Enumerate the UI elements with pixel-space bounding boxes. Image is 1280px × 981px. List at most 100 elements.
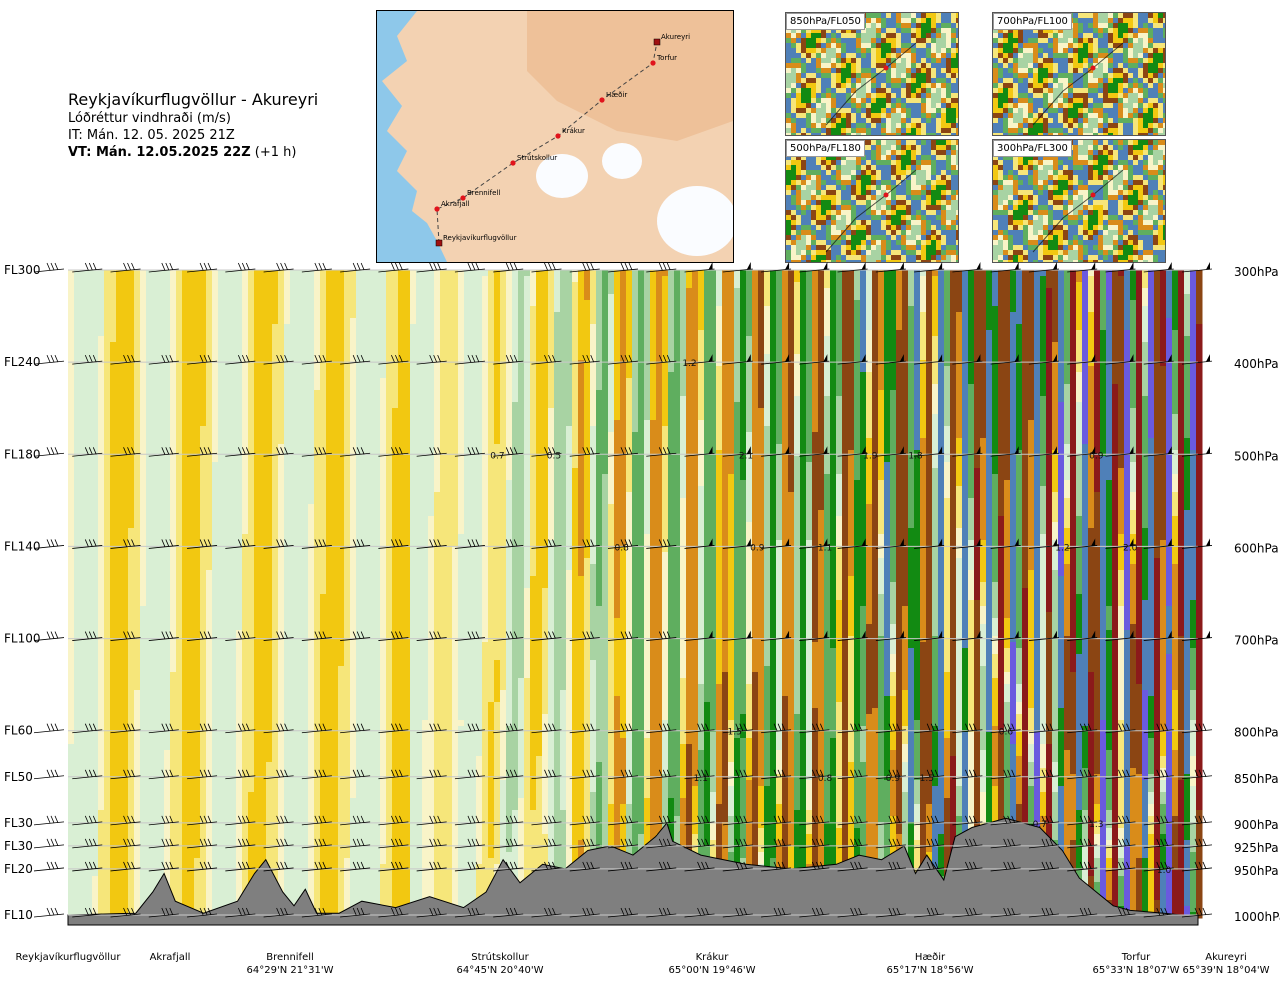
value-label: 1.2 <box>1055 543 1069 553</box>
pressure-label: 400hPa <box>1234 357 1279 371</box>
flight-level-label: FL60 <box>4 724 33 738</box>
valid-offset: (+1 h) <box>255 145 297 160</box>
thumbnail-label: 500hPa/FL180 <box>786 140 865 157</box>
value-label: 0.7 <box>1033 820 1047 830</box>
pressure-label: 600hPa <box>1234 541 1279 555</box>
waypoint-marker <box>1090 65 1096 71</box>
value-label: 0.6 <box>999 728 1014 738</box>
waypoint-label: Brennifell <box>467 189 500 197</box>
thumbnail-300hpa[interactable]: 300hPa/FL300 <box>992 139 1166 263</box>
thumbnail-500hpa[interactable]: 500hPa/FL180 <box>785 139 959 263</box>
waypoint-marker[interactable] <box>555 133 561 139</box>
value-label: 0.5 <box>547 451 561 461</box>
value-label: 0.8 <box>615 543 630 553</box>
value-label: 1.0 <box>1157 866 1172 876</box>
value-label: 0.9 <box>1089 451 1104 461</box>
waypoint-marker[interactable] <box>599 97 605 103</box>
waypoint-marker[interactable] <box>650 60 656 66</box>
wind-barb-row <box>33 354 1213 365</box>
flight-level-label: FL180 <box>4 447 41 461</box>
value-label: 1.1 <box>818 543 832 553</box>
chart-title: Reykjavíkurflugvöllur - Akureyri <box>68 90 318 110</box>
waypoint-marker[interactable] <box>510 160 516 166</box>
wind-barb-row <box>33 838 1213 849</box>
thumbnail-field <box>786 13 958 135</box>
location-coord: 64°29'N 21°31'W <box>247 965 334 976</box>
location-coord: 65°17'N 18°56'W <box>887 965 974 976</box>
pressure-label: 1000hPa <box>1234 910 1280 924</box>
route-line <box>825 169 917 253</box>
value-label: 1.2 <box>682 359 696 369</box>
waypoint-marker[interactable] <box>460 195 466 201</box>
location-coord: 65°00'N 19°46'W <box>669 965 756 976</box>
thumbnail-field <box>993 140 1165 262</box>
location-name: Akureyri <box>1205 952 1247 963</box>
wind-barb-row <box>33 907 1213 918</box>
glacier <box>657 186 733 256</box>
thumbnail-field <box>786 140 958 262</box>
wind-barb-row <box>33 630 1213 641</box>
route-line <box>1032 169 1124 253</box>
value-label: 1.3 <box>1089 820 1103 830</box>
terrain <box>67 817 1199 926</box>
location-name: Torfur <box>1121 952 1151 963</box>
cross-section-chart: FL300 300hPa FL240 400hPa FL180 500hPa FL140 60… <box>4 262 1280 976</box>
waypoint-marker <box>883 65 889 71</box>
pressure-label: 925hPa <box>1234 841 1279 855</box>
value-label: 1.5 <box>920 774 934 784</box>
location-name: Brennifell <box>266 952 314 963</box>
location-coord: 65°39'N 18°04'W <box>1183 965 1270 976</box>
value-label: 2.0 <box>1123 543 1138 553</box>
airport-marker[interactable] <box>653 38 661 46</box>
waypoint-label: Akureyri <box>661 33 690 41</box>
thumbnail-map <box>786 140 958 262</box>
chart-header: Reykjavíkurflugvöllur - Akureyri Lóðrétt… <box>68 90 318 161</box>
waypoint-marker <box>883 192 889 198</box>
issue-time: IT: Mán. 12. 05. 2025 21Z <box>68 127 318 144</box>
location-name: Akrafjall <box>150 952 191 963</box>
pressure-label: 300hPa <box>1234 265 1279 279</box>
pressure-label: 800hPa <box>1234 726 1279 740</box>
value-label: 1.1 <box>694 774 708 784</box>
valid-time: VT: Mán. 12.05.2025 22Z <box>68 145 251 160</box>
glacier <box>602 143 642 179</box>
wind-barb-row <box>33 815 1213 826</box>
value-label: 0.7 <box>490 451 504 461</box>
thumbnail-700hpa[interactable]: 700hPa/FL100 <box>992 12 1166 136</box>
pressure-label: 950hPa <box>1234 864 1279 878</box>
value-label: 1.9 <box>863 451 878 461</box>
thumbnail-label: 850hPa/FL050 <box>786 13 865 30</box>
location-name: Reykjavíkurflugvöllur <box>16 951 122 963</box>
wind-barb-row <box>33 446 1213 457</box>
value-label: 1.8 <box>908 451 923 461</box>
chart-subtitle: Lóðréttur vindhraði (m/s) <box>68 110 318 127</box>
route-line <box>1032 42 1124 126</box>
wind-barb-row <box>33 262 1213 273</box>
wind-barb-row <box>33 538 1213 549</box>
waypoint-label: Akrafjall <box>441 200 470 208</box>
location-name: Krákur <box>696 951 730 963</box>
flight-level-label: FL140 <box>4 539 41 553</box>
thumbnail-850hpa[interactable]: 850hPa/FL050 <box>785 12 959 136</box>
flight-level-label: FL300 <box>4 263 41 277</box>
route-map-svg: Reykjavíkurflugvöllur Akrafjall Brennifell… <box>382 11 733 262</box>
value-label: 2.1 <box>739 451 753 461</box>
waypoint-marker[interactable] <box>434 206 440 212</box>
pressure-label: 500hPa <box>1234 449 1279 463</box>
thumbnail-map <box>993 140 1165 262</box>
waypoint-label: Strútskollur <box>517 154 557 162</box>
highland <box>527 11 733 141</box>
value-label: 0.8 <box>818 774 833 784</box>
wind-barb-row <box>33 769 1213 780</box>
airport-marker[interactable] <box>435 239 443 247</box>
wind-barb-row <box>33 723 1213 734</box>
thumbnail-map <box>993 13 1165 135</box>
thumbnail-label: 300hPa/FL300 <box>993 140 1072 157</box>
wind-barb-row <box>33 861 1213 872</box>
location-name: Strútskollur <box>471 951 529 963</box>
waypoint-label: Krákur <box>562 127 585 135</box>
valid-time-row: VT: Mán. 12.05.2025 22Z (+1 h) <box>68 144 318 161</box>
route-map[interactable]: Reykjavíkurflugvöllur Akrafjall Brennifell… <box>376 10 734 263</box>
pressure-label: 850hPa <box>1234 772 1279 786</box>
flight-level-label: FL10 <box>4 908 33 922</box>
